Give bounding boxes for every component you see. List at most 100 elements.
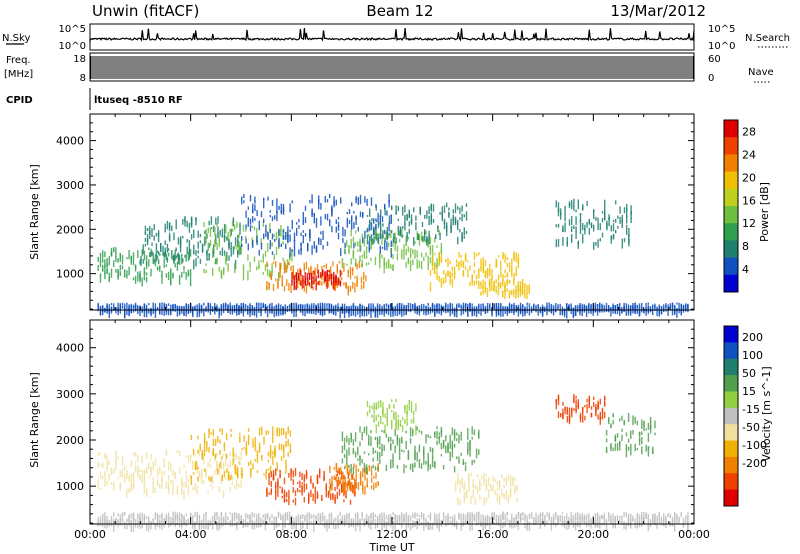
power-ylabel: Slant Range [km] bbox=[28, 164, 41, 260]
power-region-1 bbox=[140, 216, 241, 270]
power-region-5 bbox=[291, 269, 342, 291]
velocity-region-5 bbox=[366, 398, 417, 436]
power-region-3 bbox=[241, 193, 392, 258]
power-colorbar-cell-3 bbox=[724, 171, 738, 190]
velocity-colorbar-tick-2: 50 bbox=[742, 367, 756, 380]
nsky-tick-bottom-right: 10^0 bbox=[708, 41, 735, 52]
power-ytick-label-0: 1000 bbox=[56, 268, 84, 281]
velocity-region-3 bbox=[329, 463, 379, 495]
nave-tick-top: 60 bbox=[708, 54, 721, 65]
power-colorbar-tick-6: 28 bbox=[742, 125, 756, 138]
power-colorbar-tick-2: 12 bbox=[742, 217, 756, 230]
velocity-region-1 bbox=[190, 426, 292, 486]
velocity-colorbar-cell-8 bbox=[724, 456, 738, 474]
x-tick-label-6: 00:00 bbox=[678, 528, 710, 541]
power-colorbar-cell-6 bbox=[724, 223, 738, 241]
velocity-colorbar-cell-6 bbox=[724, 424, 738, 442]
velocity-colorbar-label: Velocity [m s^-1] bbox=[760, 366, 773, 461]
velocity-ytick-label-1: 2000 bbox=[56, 434, 84, 447]
nave-label: Nave bbox=[748, 67, 774, 78]
velocity-colorbar-cell-4 bbox=[724, 391, 738, 409]
velocity-colorbar-tick-4: -15 bbox=[742, 403, 760, 416]
velocity-colorbar-cell-0 bbox=[724, 326, 738, 343]
velocity-axes: 1000 2000 3000 4000 bbox=[56, 320, 695, 524]
x-tick-label-0: 00:00 bbox=[74, 528, 106, 541]
x-axis-label: Time UT bbox=[368, 541, 414, 554]
freq-label-line1: Freq. bbox=[6, 55, 31, 66]
x-tick-label-3: 12:00 bbox=[376, 528, 408, 541]
nsky-trace bbox=[89, 27, 695, 42]
power-colorbar-tick-0: 4 bbox=[742, 263, 749, 276]
velocity-ytick-label-2: 3000 bbox=[56, 388, 84, 401]
freq-tick-bottom: 8 bbox=[80, 73, 86, 84]
velocity-data-cloud bbox=[97, 393, 689, 533]
x-tick-label-4: 16:00 bbox=[477, 528, 509, 541]
x-tick-label-5: 20:00 bbox=[577, 528, 609, 541]
cpid-label: CPID bbox=[6, 95, 33, 106]
power-region-8 bbox=[429, 251, 520, 292]
power-colorbar-label: Power [dB] bbox=[758, 182, 771, 242]
power-colorbar-cell-2 bbox=[724, 154, 738, 173]
velocity-region-2 bbox=[266, 467, 356, 506]
beam-title: Beam 12 bbox=[366, 2, 433, 20]
power-colorbar-cell-9 bbox=[724, 274, 738, 293]
x-tick-label-1: 04:00 bbox=[175, 528, 207, 541]
nsky-label: N.Sky bbox=[2, 33, 30, 44]
velocity-colorbar-cell-3 bbox=[724, 375, 738, 392]
velocity-colorbar-cell-9 bbox=[724, 473, 738, 491]
velocity-region-7 bbox=[555, 393, 606, 425]
power-colorbar-cell-4 bbox=[724, 188, 738, 207]
velocity-ylabel: Slant Range [km] bbox=[28, 372, 41, 468]
nsearch-label: N.Search bbox=[745, 33, 790, 44]
freq-trace bbox=[90, 56, 694, 79]
power-region-9 bbox=[480, 278, 530, 300]
freq-line bbox=[90, 56, 694, 79]
velocity-region-6 bbox=[454, 472, 518, 506]
power-colorbar-cell-7 bbox=[724, 240, 738, 259]
x-tick-labels: 00:00 04:00 08:00 12:00 16:00 20:00 00:00 bbox=[74, 528, 710, 541]
power-colorbar-frame bbox=[723, 119, 739, 293]
velocity-colorbar-tick-5: -50 bbox=[742, 421, 760, 434]
power-region-7 bbox=[366, 202, 468, 246]
velocity-colorbar-cell-5 bbox=[724, 407, 738, 425]
nsky-panel-frame bbox=[89, 23, 695, 51]
power-colorbar-cell-5 bbox=[724, 206, 738, 224]
power-region-10 bbox=[555, 198, 632, 250]
power-colorbar-tick-4: 20 bbox=[742, 171, 756, 184]
power-region-4 bbox=[266, 260, 367, 296]
velocity-colorbar-tick-1: 100 bbox=[742, 349, 763, 362]
power-ytick-label-2: 3000 bbox=[56, 179, 84, 192]
power-region-0 bbox=[97, 247, 192, 287]
date-title: 13/Mar/2012 bbox=[610, 2, 706, 20]
velocity-colorbar-cell-7 bbox=[724, 440, 738, 458]
nsky-tick-bottom-left: 10^0 bbox=[59, 41, 86, 52]
velocity-colorbar-tick-0: 200 bbox=[742, 331, 763, 344]
freq-tick-top: 18 bbox=[73, 54, 86, 65]
velocity-region-4 bbox=[341, 426, 480, 475]
power-ytick-label-3: 4000 bbox=[56, 135, 84, 148]
nsky-line bbox=[89, 27, 695, 42]
power-colorbar-cell-0 bbox=[724, 120, 738, 138]
velocity-region-9 bbox=[97, 511, 689, 533]
velocity-colorbar-cell-1 bbox=[724, 342, 738, 360]
velocity-ytick-label-3: 4000 bbox=[56, 342, 84, 355]
power-data-cloud bbox=[97, 193, 689, 319]
power-colorbar-cell-1 bbox=[724, 137, 738, 155]
power-colorbar-tick-5: 24 bbox=[742, 148, 756, 161]
x-tick-label-2: 08:00 bbox=[275, 528, 307, 541]
velocity-colorbar-cell-2 bbox=[724, 358, 738, 376]
power-colorbar-cell-8 bbox=[724, 257, 738, 276]
velocity-colorbar-tick-3: 15 bbox=[742, 385, 756, 398]
station-title: Unwin (fitACF) bbox=[92, 2, 199, 20]
power-colorbar-tick-1: 8 bbox=[742, 240, 749, 253]
velocity-colorbar-tick-7: -200 bbox=[742, 457, 767, 470]
velocity-colorbar-cell-10 bbox=[724, 489, 738, 507]
freq-label-line2: [MHz] bbox=[4, 69, 33, 80]
power-axes: 1000 2000 3000 4000 bbox=[56, 114, 695, 310]
velocity-colorbar-tick-6: -100 bbox=[742, 439, 767, 452]
power-ytick-label-1: 2000 bbox=[56, 223, 84, 236]
power-panel-frame bbox=[89, 113, 695, 311]
cpid-value: ltuseq -8510 RF bbox=[94, 95, 183, 106]
nave-tick-bottom: 0 bbox=[708, 73, 714, 84]
